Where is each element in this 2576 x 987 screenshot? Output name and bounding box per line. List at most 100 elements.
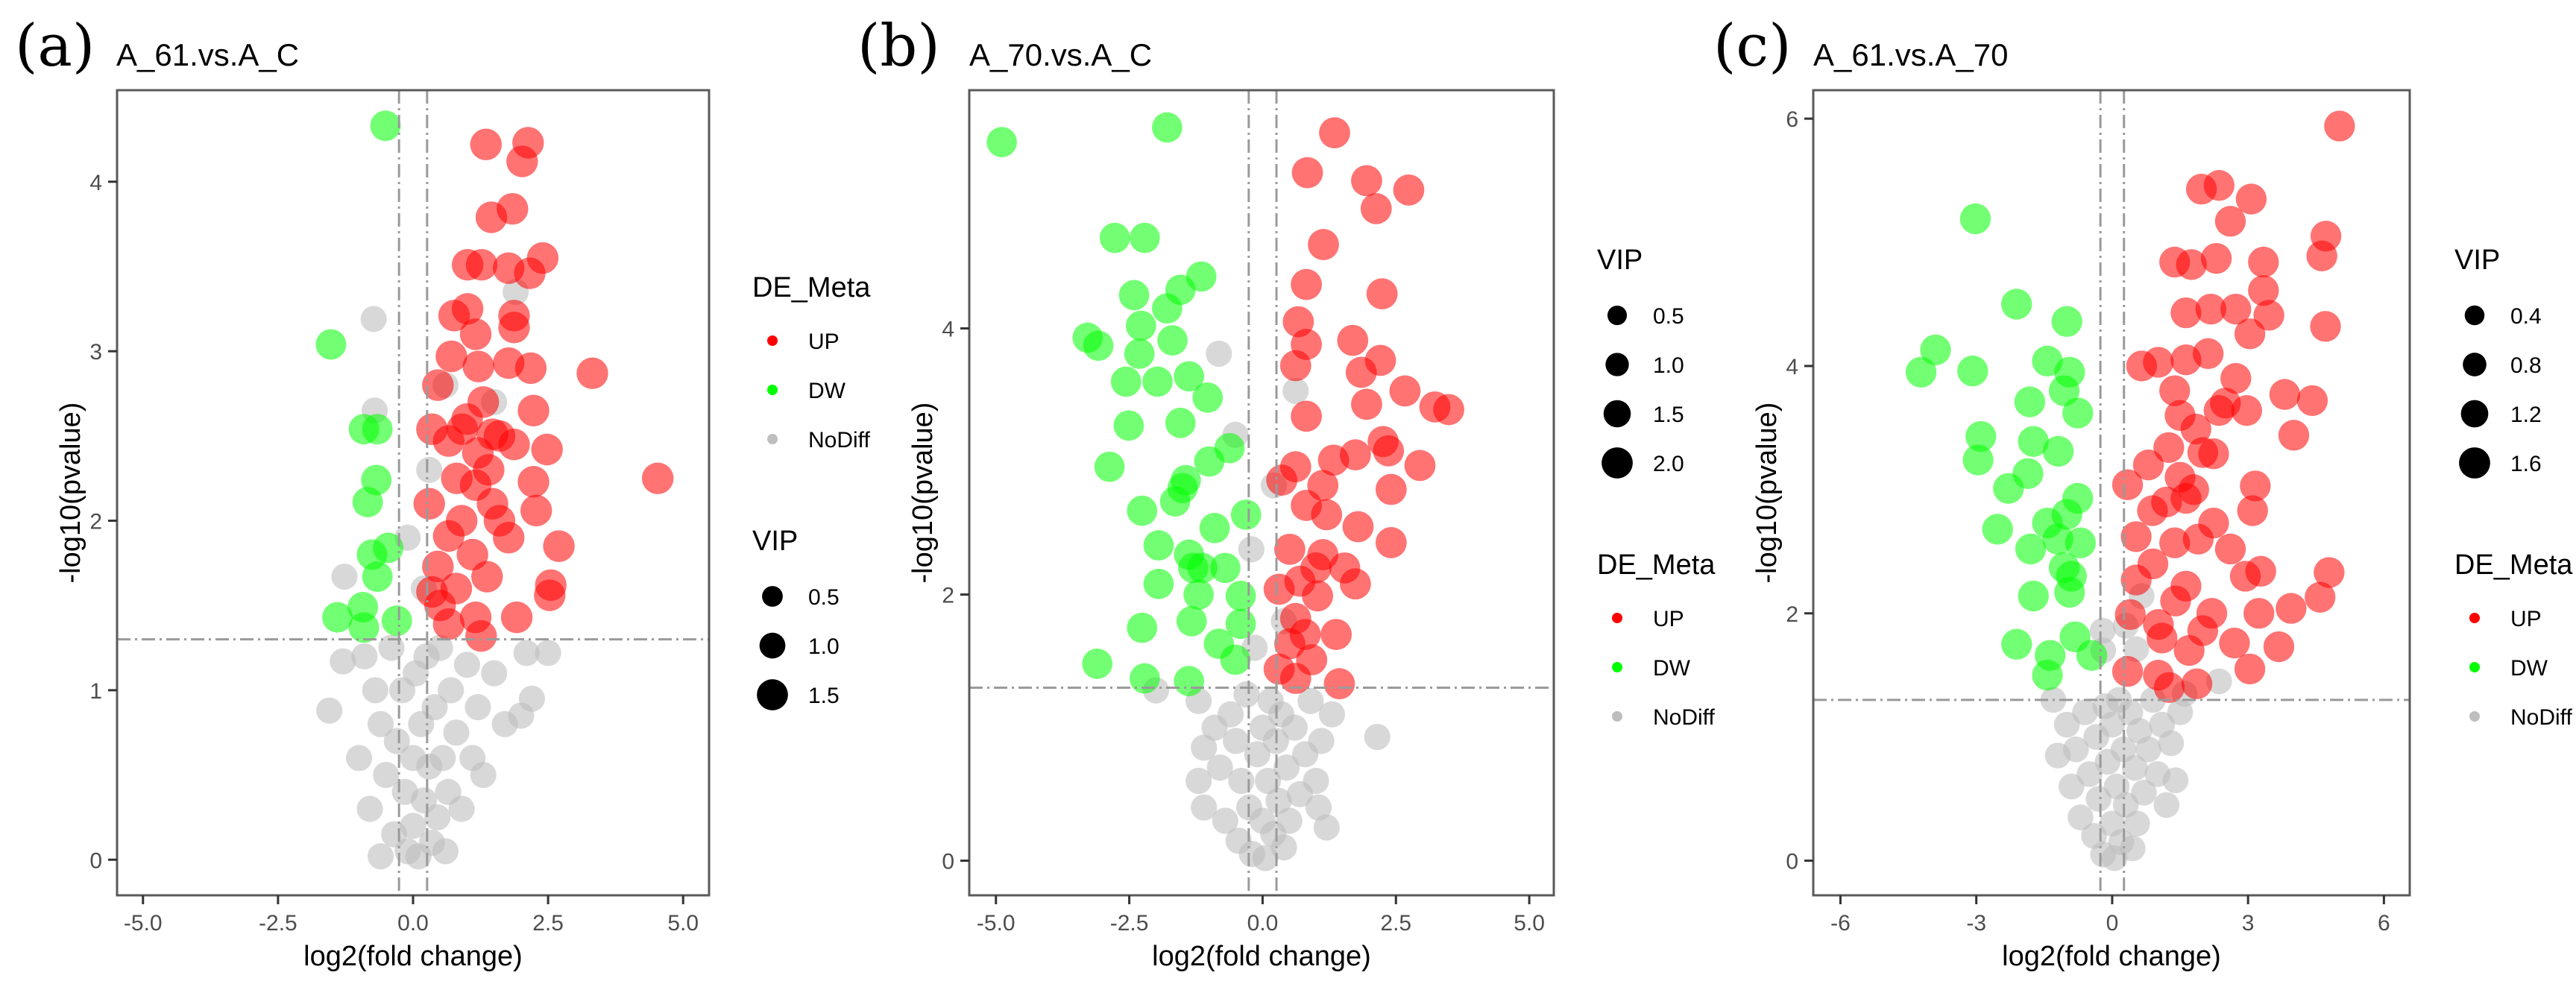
point-dw xyxy=(362,414,393,445)
points-layer xyxy=(986,112,1464,871)
point-nodiff xyxy=(424,804,451,830)
size-legend-label: 1.0 xyxy=(808,634,840,659)
point-up xyxy=(514,257,546,289)
point-up xyxy=(2219,627,2250,659)
point-up xyxy=(2120,521,2152,552)
x-tick-label: 2.5 xyxy=(532,911,564,936)
point-dw xyxy=(1165,407,1196,438)
point-nodiff xyxy=(2123,810,2150,837)
point-up xyxy=(1323,668,1355,700)
point-up xyxy=(2237,495,2268,526)
point-nodiff xyxy=(1206,340,1232,368)
size-legend-dot xyxy=(1603,400,1631,428)
x-axis-label: log2(fold change) xyxy=(303,941,523,972)
point-up xyxy=(1291,400,1322,432)
point-up xyxy=(1351,388,1382,420)
panel-label: (b) xyxy=(857,13,940,80)
point-nodiff xyxy=(1212,807,1238,834)
point-up xyxy=(435,340,467,373)
point-up xyxy=(2296,385,2328,417)
point-dw xyxy=(2051,499,2082,530)
point-up xyxy=(483,505,516,537)
point-nodiff xyxy=(1206,754,1233,781)
point-up xyxy=(2178,474,2209,505)
points-layer xyxy=(315,110,674,870)
point-nodiff xyxy=(453,652,481,678)
point-dw xyxy=(1127,495,1158,526)
point-up xyxy=(2153,672,2185,703)
point-nodiff xyxy=(360,306,387,332)
point-dw xyxy=(1183,579,1214,610)
point-nodiff xyxy=(1303,767,1329,795)
size-legend-dot xyxy=(762,586,783,607)
y-tick-label: 3 xyxy=(89,340,102,365)
point-nodiff xyxy=(351,643,378,669)
point-up xyxy=(1375,527,1407,558)
point-dw xyxy=(2015,533,2047,565)
size-legend: VIP 0.5 1.0 1.5 xyxy=(752,526,840,710)
point-nodiff xyxy=(1254,767,1282,795)
point-up xyxy=(2278,420,2310,451)
legend-label-nodiff: NoDiff xyxy=(808,428,870,452)
size-legend-label: 1.0 xyxy=(1653,353,1684,378)
point-up xyxy=(440,573,473,605)
x-tick-label: 5.0 xyxy=(1514,911,1545,936)
point-up xyxy=(2269,379,2301,410)
point-nodiff xyxy=(2068,804,2094,830)
legend-dot-dw xyxy=(2469,662,2480,672)
point-dw xyxy=(1142,366,1173,397)
point-up xyxy=(2187,437,2219,468)
point-nodiff xyxy=(1223,728,1250,754)
point-nodiff xyxy=(429,745,456,772)
point-up xyxy=(2164,400,2196,431)
point-dw xyxy=(1230,499,1262,530)
point-nodiff xyxy=(1244,741,1270,768)
point-up xyxy=(2214,206,2246,237)
point-nodiff xyxy=(316,697,343,724)
point-nodiff xyxy=(2158,730,2185,757)
x-tick-label: 0.0 xyxy=(397,911,429,936)
point-dw xyxy=(352,487,383,517)
size-legend-label: 0.4 xyxy=(2510,304,2542,329)
point-up xyxy=(2147,622,2178,654)
point-dw xyxy=(1129,663,1160,694)
point-up xyxy=(2324,110,2355,142)
point-nodiff xyxy=(2121,754,2148,781)
y-tick-label: 4 xyxy=(942,318,954,342)
point-up xyxy=(517,466,549,498)
point-up xyxy=(517,394,549,426)
size-legend-dot xyxy=(759,632,786,659)
point-nodiff xyxy=(1313,814,1340,841)
point-nodiff xyxy=(2162,767,2189,794)
point-up xyxy=(1375,473,1407,505)
point-up xyxy=(432,425,465,457)
point-up xyxy=(2220,293,2252,325)
point-dw xyxy=(1099,222,1130,253)
point-nodiff xyxy=(2053,711,2080,738)
y-tick-label: 6 xyxy=(1786,107,1798,132)
point-up xyxy=(2229,561,2261,592)
point-nodiff xyxy=(2085,786,2112,812)
y-tick-label: 2 xyxy=(89,510,102,535)
point-up xyxy=(2234,318,2266,350)
y-axis-label: -log10(pvalue) xyxy=(907,403,939,584)
point-up xyxy=(1342,511,1374,543)
x-tick-label: 3 xyxy=(2242,911,2255,936)
point-up xyxy=(2306,240,2337,271)
point-up xyxy=(1337,324,1369,356)
point-nodiff xyxy=(1191,734,1218,761)
size-legend: VIP 0.5 1.0 1.5 2.0 xyxy=(1597,245,1684,479)
point-up xyxy=(2314,557,2345,588)
legend-label-up: UP xyxy=(1653,607,1684,631)
point-up xyxy=(1291,157,1323,189)
point-nodiff xyxy=(470,761,497,789)
point-dw xyxy=(1962,444,1994,476)
point-dw xyxy=(2056,561,2087,592)
point-up xyxy=(2182,523,2214,555)
point-up xyxy=(2176,249,2207,280)
point-dw xyxy=(2048,375,2080,406)
point-dw xyxy=(986,127,1017,157)
y-axis-label: -log10(pvalue) xyxy=(55,403,86,584)
color-legend: DE_Meta UP DW NoDiff xyxy=(2454,549,2573,730)
